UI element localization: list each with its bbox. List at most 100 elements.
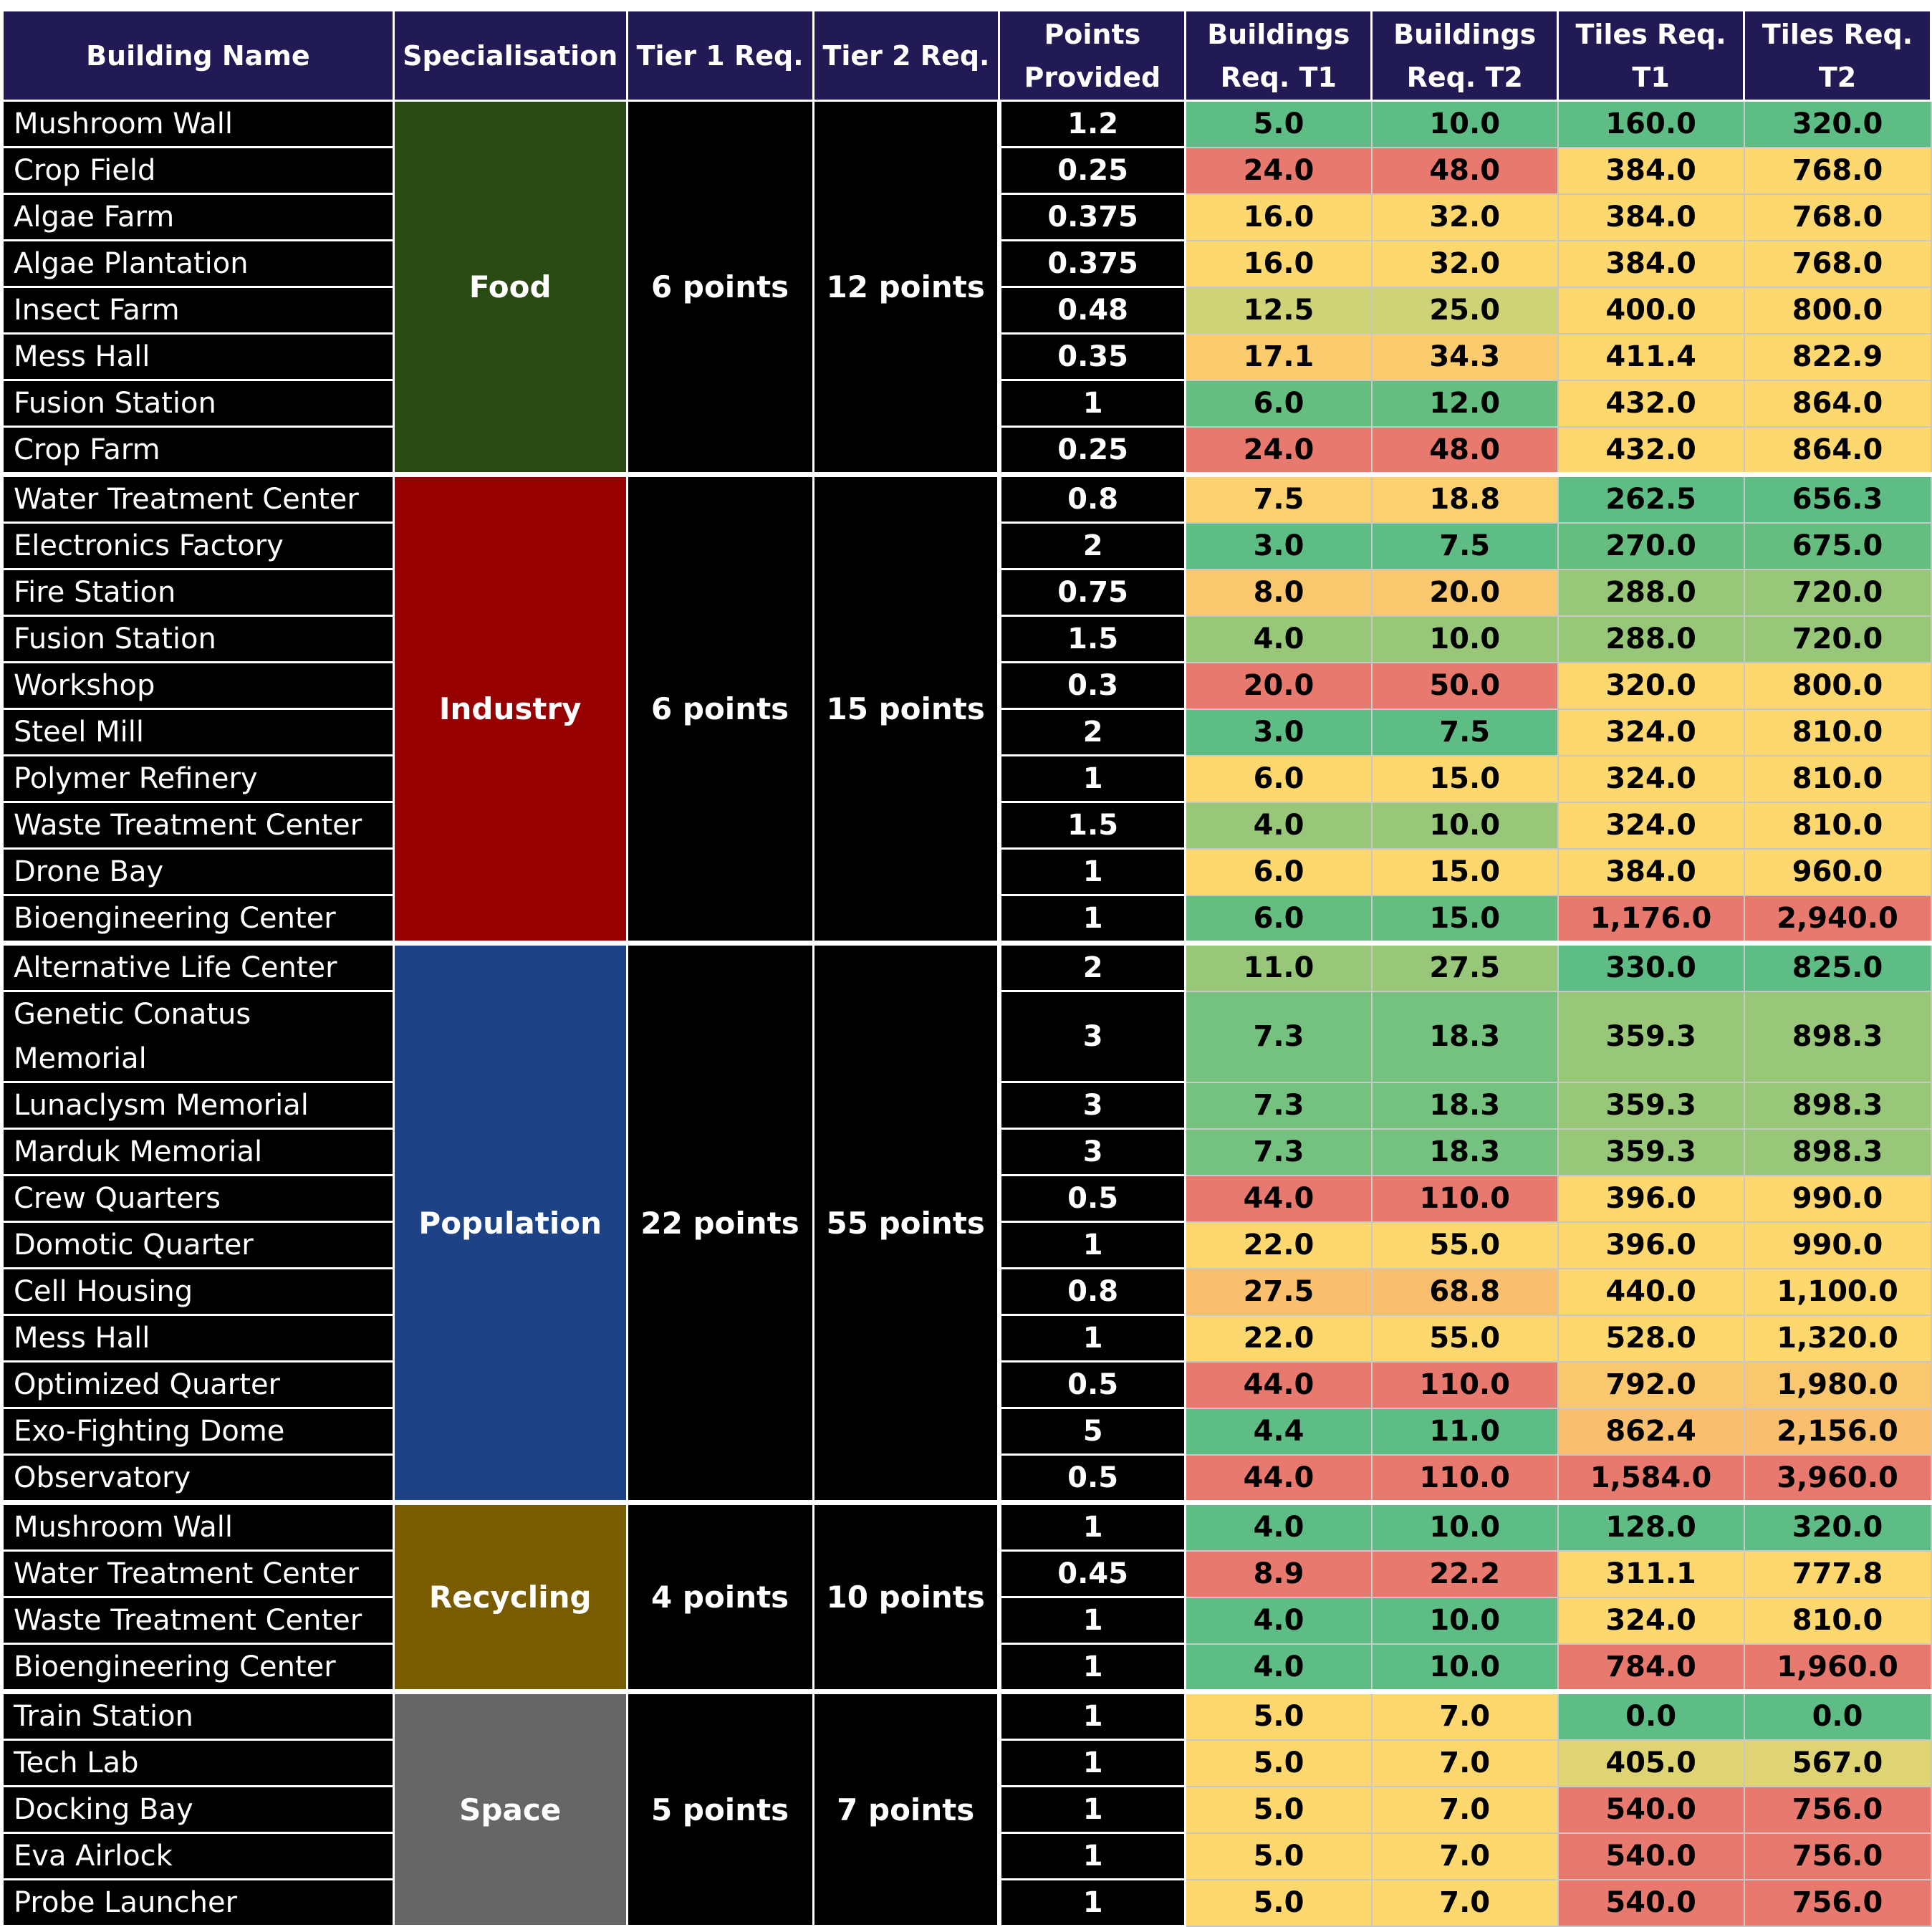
buildings-req-t2-cell[interactable]: 32.0 bbox=[1370, 193, 1559, 241]
building-name-cell[interactable]: Polymer Refinery bbox=[1, 754, 395, 803]
buildings-req-t1-cell[interactable]: 3.0 bbox=[1184, 522, 1373, 570]
building-name-cell[interactable]: Electronics Factory bbox=[1, 522, 395, 570]
buildings-req-t1-cell[interactable]: 5.0 bbox=[1184, 100, 1373, 148]
tiles-req-t2-cell[interactable]: 320.0 bbox=[1743, 1500, 1932, 1552]
building-name-cell[interactable]: Bioengineering Center bbox=[1, 894, 395, 944]
specialisation-cell[interactable]: Food bbox=[392, 100, 628, 476]
buildings-req-t1-cell[interactable]: 27.5 bbox=[1184, 1267, 1373, 1316]
points-provided-cell[interactable]: 1 bbox=[996, 754, 1187, 803]
building-name-cell[interactable]: Mess Hall bbox=[1, 332, 395, 381]
buildings-req-t2-cell[interactable]: 7.5 bbox=[1370, 522, 1559, 570]
tier1-req-cell[interactable]: 6 points bbox=[625, 472, 814, 944]
points-provided-cell[interactable]: 5 bbox=[996, 1407, 1187, 1456]
buildings-req-t1-cell[interactable]: 16.0 bbox=[1184, 193, 1373, 241]
buildings-req-t2-cell[interactable]: 7.0 bbox=[1370, 1832, 1559, 1880]
tiles-req-t2-cell[interactable]: 720.0 bbox=[1743, 615, 1932, 663]
points-provided-cell[interactable]: 1 bbox=[996, 379, 1187, 428]
points-provided-cell[interactable]: 1 bbox=[996, 1314, 1187, 1363]
tiles-req-t1-cell[interactable]: 1,584.0 bbox=[1557, 1453, 1745, 1504]
tiles-req-t2-cell[interactable]: 898.3 bbox=[1743, 1081, 1932, 1130]
buildings-req-t2-cell[interactable]: 18.3 bbox=[1370, 1081, 1559, 1130]
building-name-cell[interactable]: Domotic Quarter bbox=[1, 1221, 395, 1269]
tiles-req-t1-cell[interactable]: 288.0 bbox=[1557, 615, 1745, 663]
points-provided-cell[interactable]: 0.25 bbox=[996, 146, 1187, 195]
tiles-req-t2-cell[interactable]: 756.0 bbox=[1743, 1832, 1932, 1880]
points-provided-cell[interactable]: 1 bbox=[996, 1832, 1187, 1880]
tiles-req-t1-cell[interactable]: 288.0 bbox=[1557, 568, 1745, 617]
buildings-req-t1-cell[interactable]: 6.0 bbox=[1184, 379, 1373, 428]
buildings-req-t1-cell[interactable]: 5.0 bbox=[1184, 1739, 1373, 1787]
building-name-cell[interactable]: Genetic Conatus Memorial bbox=[1, 990, 395, 1083]
tiles-req-t1-cell[interactable]: 411.4 bbox=[1557, 332, 1745, 381]
tiles-req-t1-cell[interactable]: 784.0 bbox=[1557, 1643, 1745, 1693]
tier2-req-cell[interactable]: 55 points bbox=[812, 941, 1001, 1504]
tiles-req-t2-cell[interactable]: 777.8 bbox=[1743, 1549, 1932, 1598]
tier2-req-cell[interactable]: 7 points bbox=[812, 1689, 1001, 1927]
buildings-req-t1-cell[interactable]: 24.0 bbox=[1184, 146, 1373, 195]
tiles-req-t2-cell[interactable]: 864.0 bbox=[1743, 426, 1932, 476]
buildings-req-t2-cell[interactable]: 10.0 bbox=[1370, 801, 1559, 850]
tiles-req-t1-cell[interactable]: 528.0 bbox=[1557, 1314, 1745, 1363]
tiles-req-t1-cell[interactable]: 384.0 bbox=[1557, 146, 1745, 195]
points-provided-cell[interactable]: 1 bbox=[996, 1643, 1187, 1693]
buildings-req-t2-cell[interactable]: 12.0 bbox=[1370, 379, 1559, 428]
buildings-req-t1-cell[interactable]: 7.3 bbox=[1184, 990, 1373, 1083]
building-name-cell[interactable]: Marduk Memorial bbox=[1, 1128, 395, 1176]
specialisation-cell[interactable]: Recycling bbox=[392, 1500, 628, 1693]
tiles-req-t1-cell[interactable]: 862.4 bbox=[1557, 1407, 1745, 1456]
tiles-req-t1-cell[interactable]: 384.0 bbox=[1557, 239, 1745, 288]
tiles-req-t2-cell[interactable]: 810.0 bbox=[1743, 1596, 1932, 1645]
building-name-cell[interactable]: Steel Mill bbox=[1, 708, 395, 756]
tiles-req-t2-cell[interactable]: 768.0 bbox=[1743, 239, 1932, 288]
tier2-req-cell[interactable]: 10 points bbox=[812, 1500, 1001, 1693]
points-provided-cell[interactable]: 0.5 bbox=[996, 1360, 1187, 1409]
building-name-cell[interactable]: Algae Plantation bbox=[1, 239, 395, 288]
tiles-req-t2-cell[interactable]: 898.3 bbox=[1743, 1128, 1932, 1176]
buildings-req-t1-cell[interactable]: 4.0 bbox=[1184, 1596, 1373, 1645]
buildings-req-t1-cell[interactable]: 20.0 bbox=[1184, 661, 1373, 710]
buildings-req-t2-cell[interactable]: 110.0 bbox=[1370, 1453, 1559, 1504]
tiles-req-t2-cell[interactable]: 656.3 bbox=[1743, 472, 1932, 524]
building-name-cell[interactable]: Mushroom Wall bbox=[1, 1500, 395, 1552]
header-tiles-req-t2[interactable]: Tiles Req. T2 bbox=[1743, 9, 1932, 102]
building-name-cell[interactable]: Train Station bbox=[1, 1689, 395, 1741]
building-name-cell[interactable]: Fusion Station bbox=[1, 615, 395, 663]
tiles-req-t2-cell[interactable]: 822.9 bbox=[1743, 332, 1932, 381]
buildings-req-t2-cell[interactable]: 55.0 bbox=[1370, 1221, 1559, 1269]
buildings-req-t1-cell[interactable]: 6.0 bbox=[1184, 894, 1373, 944]
buildings-req-t1-cell[interactable]: 5.0 bbox=[1184, 1878, 1373, 1927]
tiles-req-t2-cell[interactable]: 3,960.0 bbox=[1743, 1453, 1932, 1504]
building-name-cell[interactable]: Bioengineering Center bbox=[1, 1643, 395, 1693]
buildings-req-t1-cell[interactable]: 44.0 bbox=[1184, 1453, 1373, 1504]
building-name-cell[interactable]: Exo-Fighting Dome bbox=[1, 1407, 395, 1456]
points-provided-cell[interactable]: 0.5 bbox=[996, 1453, 1187, 1504]
buildings-req-t1-cell[interactable]: 3.0 bbox=[1184, 708, 1373, 756]
tiles-req-t1-cell[interactable]: 384.0 bbox=[1557, 847, 1745, 896]
building-name-cell[interactable]: Crop Field bbox=[1, 146, 395, 195]
tiles-req-t1-cell[interactable]: 270.0 bbox=[1557, 522, 1745, 570]
points-provided-cell[interactable]: 0.45 bbox=[996, 1549, 1187, 1598]
tiles-req-t1-cell[interactable]: 432.0 bbox=[1557, 426, 1745, 476]
tiles-req-t1-cell[interactable]: 359.3 bbox=[1557, 1081, 1745, 1130]
buildings-req-t1-cell[interactable]: 6.0 bbox=[1184, 754, 1373, 803]
buildings-req-t1-cell[interactable]: 5.0 bbox=[1184, 1689, 1373, 1741]
points-provided-cell[interactable]: 0.8 bbox=[996, 472, 1187, 524]
tiles-req-t1-cell[interactable]: 311.1 bbox=[1557, 1549, 1745, 1598]
tiles-req-t1-cell[interactable]: 792.0 bbox=[1557, 1360, 1745, 1409]
tiles-req-t2-cell[interactable]: 800.0 bbox=[1743, 286, 1932, 335]
tiles-req-t1-cell[interactable]: 1,176.0 bbox=[1557, 894, 1745, 944]
points-provided-cell[interactable]: 3 bbox=[996, 990, 1187, 1083]
header-buildings-req-t1[interactable]: Buildings Req. T1 bbox=[1184, 9, 1373, 102]
header-tiles-req-t1[interactable]: Tiles Req. T1 bbox=[1557, 9, 1746, 102]
points-provided-cell[interactable]: 1 bbox=[996, 1878, 1187, 1927]
header-tier2-req[interactable]: Tier 2 Req. bbox=[812, 9, 1001, 102]
tier1-req-cell[interactable]: 4 points bbox=[625, 1500, 814, 1693]
tiles-req-t2-cell[interactable]: 864.0 bbox=[1743, 379, 1932, 428]
header-tier1-req[interactable]: Tier 1 Req. bbox=[625, 9, 814, 102]
buildings-req-t2-cell[interactable]: 27.5 bbox=[1370, 941, 1559, 992]
points-provided-cell[interactable]: 0.25 bbox=[996, 426, 1187, 476]
buildings-req-t2-cell[interactable]: 22.2 bbox=[1370, 1549, 1559, 1598]
buildings-req-t2-cell[interactable]: 15.0 bbox=[1370, 894, 1559, 944]
tiles-req-t1-cell[interactable]: 0.0 bbox=[1557, 1689, 1745, 1741]
buildings-req-t2-cell[interactable]: 10.0 bbox=[1370, 1596, 1559, 1645]
